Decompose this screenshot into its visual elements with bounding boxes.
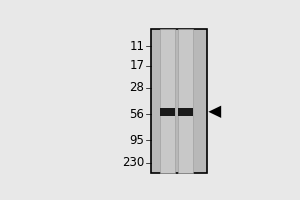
Bar (160, 29, 175, 173)
Text: 95: 95 (130, 134, 145, 147)
Bar (178, 29, 193, 173)
Bar (152, 29, 207, 173)
Text: 230: 230 (122, 156, 145, 169)
Text: 17: 17 (130, 59, 145, 72)
Polygon shape (208, 106, 221, 118)
Text: 11: 11 (130, 40, 145, 53)
Text: 28: 28 (130, 81, 145, 94)
Text: 56: 56 (130, 108, 145, 121)
Bar (178, 108, 193, 116)
Bar (160, 108, 175, 116)
